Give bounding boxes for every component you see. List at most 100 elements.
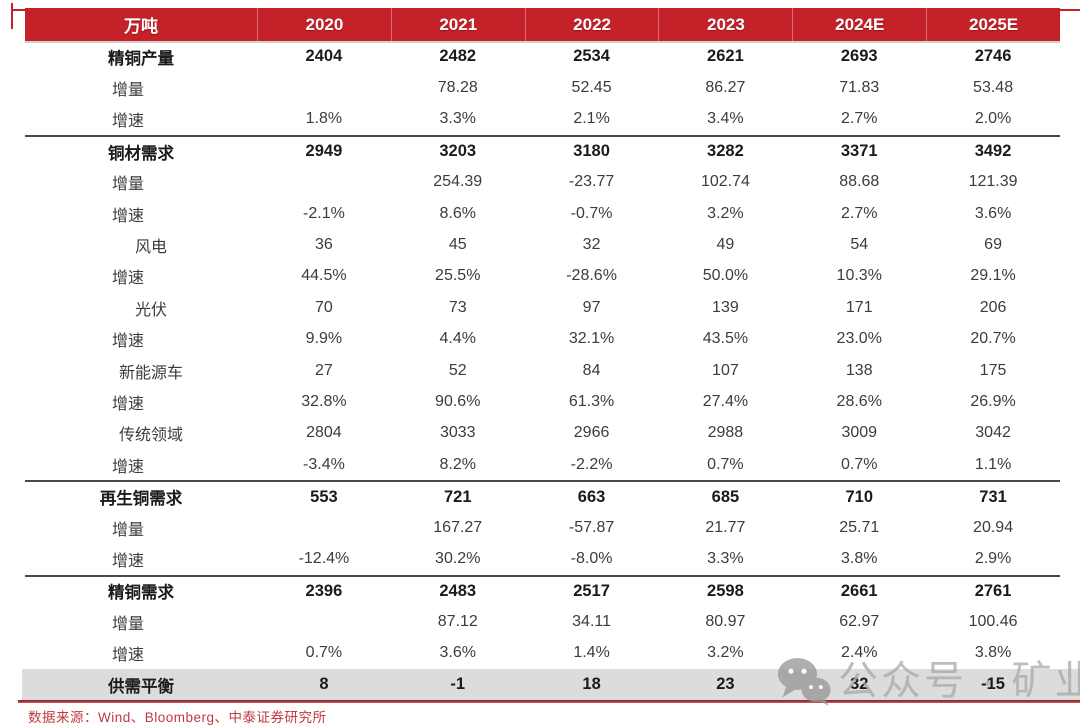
- cell-value: 3.4%: [707, 110, 744, 128]
- cell-value: 206: [979, 298, 1007, 316]
- column-header-2025e: 2025E: [926, 8, 1060, 41]
- cell-value: 87.12: [437, 612, 478, 630]
- table-row: 增量 254.39 -23.77 102.74 88.68 121.39: [25, 167, 1060, 198]
- cell-value: 78.28: [437, 79, 478, 97]
- cell-value: 25.71: [839, 518, 880, 536]
- cell-value: 32.1%: [568, 330, 615, 348]
- cell-value: 2483: [439, 581, 477, 600]
- cell-value: 3282: [707, 142, 744, 161]
- table-row: 增量 167.27 -57.87 21.77 25.71 20.94: [25, 512, 1060, 543]
- cell-value: 0.7%: [305, 644, 343, 662]
- cell-value: 175: [979, 361, 1007, 379]
- table-row: 增量 78.28 52.45 86.27 71.83 53.48: [25, 72, 1060, 103]
- table-row: 传统领域 2804 3033 2966 2988 3009 3042: [25, 418, 1060, 449]
- cell-value: 2.9%: [974, 549, 1012, 567]
- cell-value: 2482: [439, 47, 477, 66]
- cell-value: 62.97: [839, 612, 880, 630]
- row-label: 供需平衡: [108, 677, 174, 696]
- cell-value: 43.5%: [702, 330, 749, 348]
- table-row: 风电 36 45 32 49 54 69: [25, 229, 1060, 260]
- column-header-2023: 2023: [658, 8, 792, 41]
- row-label: 增速: [111, 647, 144, 665]
- column-header-2024e: 2024E: [792, 8, 926, 41]
- row-label: 增量: [111, 615, 144, 633]
- cell-value: 3.2%: [707, 644, 744, 662]
- cell-value: 10.3%: [836, 267, 882, 285]
- cell-value: 61.3%: [568, 392, 615, 410]
- cell-value: 3033: [439, 424, 476, 442]
- cell-value: 97: [582, 298, 601, 316]
- cell-value: 2598: [707, 581, 744, 600]
- cell-value: 663: [577, 487, 606, 506]
- cell-value: -57.87: [568, 518, 615, 536]
- row-label: 铜材需求: [108, 144, 174, 163]
- column-header-unit: 万吨: [124, 17, 158, 36]
- table-row: 精铜产量 2404 2482 2534 2621 2693 2746: [25, 41, 1060, 72]
- row-label: 增速: [111, 552, 144, 570]
- cell-value: 254.39: [433, 173, 483, 191]
- cell-value: 2517: [573, 581, 610, 600]
- table-body: 精铜产量 2404 2482 2534 2621 2693 2746 增量 78.28 52.45…: [25, 41, 1060, 701]
- balance-row-extension-right: [1060, 669, 1080, 701]
- cell-value: 107: [712, 361, 739, 379]
- table-row: 精铜需求 2396 2483 2517 2598 2661 2761: [25, 574, 1060, 606]
- cell-value: 3492: [974, 142, 1012, 161]
- cell-value: 44.5%: [301, 267, 347, 285]
- row-label: 光伏: [134, 301, 167, 319]
- cell-value: 8: [319, 675, 329, 693]
- table-header-row: 万吨 2020 2021 2022 2023 2024E 2025E: [25, 8, 1060, 41]
- cell-value: 3371: [840, 142, 878, 161]
- table-row: 增速 -12.4% 30.2% -8.0% 3.3% 3.8% 2.9%: [25, 543, 1060, 574]
- frame-border-left: [11, 3, 13, 29]
- cell-value: 90.6%: [435, 392, 481, 410]
- cell-value: 0.7%: [707, 455, 744, 473]
- cell-value: 23: [716, 675, 735, 693]
- cell-value: 2.0%: [974, 110, 1012, 128]
- supply-demand-table: 万吨 2020 2021 2022 2023 2024E 2025E 精铜产量 2…: [25, 8, 1060, 701]
- cell-value: 2804: [306, 424, 342, 442]
- cell-value: 49: [716, 236, 735, 254]
- row-label: 风电: [134, 239, 167, 257]
- table-row: 增速 44.5% 25.5% -28.6% 50.0% 10.3% 29.1%: [25, 261, 1060, 292]
- cell-value: 52.45: [571, 79, 612, 97]
- cell-value: 29.1%: [970, 267, 1016, 285]
- cell-value: 71.83: [839, 79, 880, 97]
- table-bottom-border: [18, 700, 1080, 703]
- table-row: 铜材需求 2949 3203 3180 3282 3371 3492: [25, 135, 1060, 166]
- cell-value: 2949: [305, 142, 343, 161]
- cell-value: 88.68: [839, 173, 880, 191]
- cell-value: 25.5%: [435, 267, 481, 285]
- cell-value: -8.0%: [570, 549, 613, 567]
- cell-value: 70: [315, 298, 333, 316]
- column-header-2021: 2021: [390, 8, 525, 41]
- cell-value: 171: [845, 298, 873, 316]
- table-row: 增速 0.7% 3.6% 1.4% 3.2% 2.4% 3.8%: [25, 637, 1060, 668]
- cell-value: 52: [448, 361, 467, 379]
- balance-row-extension-left: [22, 669, 25, 701]
- cell-value: 2404: [305, 47, 343, 66]
- cell-value: 45: [448, 236, 467, 254]
- cell-value: 710: [845, 487, 873, 506]
- cell-value: 27.4%: [702, 392, 749, 410]
- table-row: 增速 -2.1% 8.6% -0.7% 3.2% 2.7% 3.6%: [25, 198, 1060, 229]
- cell-value: 3180: [573, 142, 610, 161]
- row-label: 增速: [111, 333, 144, 351]
- row-label: 新能源车: [118, 364, 183, 382]
- row-label: 增速: [111, 113, 144, 131]
- table-row: 增速 9.9% 4.4% 32.1% 43.5% 23.0% 20.7%: [25, 324, 1060, 355]
- cell-value: -28.6%: [566, 267, 617, 285]
- cell-value: 2746: [974, 47, 1012, 66]
- cell-value: 34.11: [572, 612, 611, 630]
- column-header-2020: 2020: [257, 8, 391, 41]
- table-row: 增速 1.8% 3.3% 2.1% 3.4% 2.7% 2.0%: [25, 104, 1060, 135]
- row-label: 精铜产量: [108, 49, 174, 68]
- table-row: 光伏 70 73 97 139 171 206: [25, 292, 1060, 323]
- cell-value: 73: [448, 298, 467, 316]
- cell-value: 9.9%: [305, 330, 343, 348]
- cell-value: 20.7%: [970, 330, 1016, 348]
- cell-value: 553: [310, 487, 338, 506]
- cell-value: 2661: [840, 581, 878, 600]
- cell-value: 3.3%: [707, 549, 744, 567]
- cell-value: 2988: [707, 424, 744, 442]
